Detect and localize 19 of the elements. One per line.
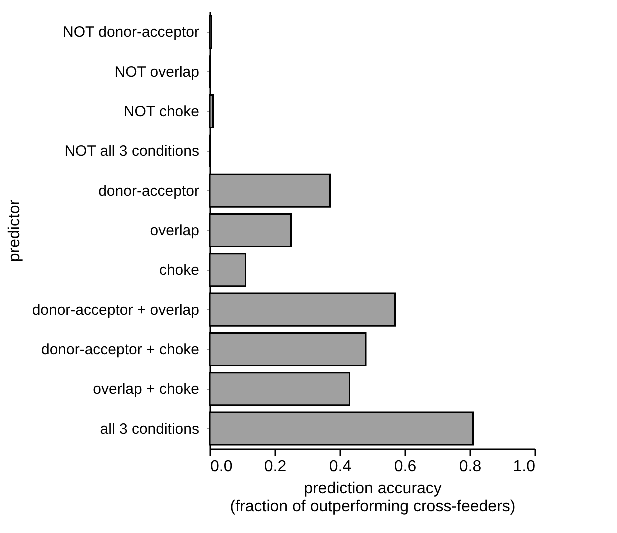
y-tick-label: overlap bbox=[150, 222, 200, 240]
y-tick-label: choke bbox=[159, 262, 200, 280]
y-tick-label: all 3 conditions bbox=[100, 420, 200, 438]
y-tick-label: NOT donor-acceptor bbox=[63, 24, 200, 42]
y-tick-label: donor-acceptor bbox=[98, 182, 200, 200]
x-tick-label: 1.0 bbox=[513, 458, 536, 476]
y-axis-title: predictor bbox=[6, 199, 24, 262]
y-tick-label: overlap + choke bbox=[93, 381, 200, 398]
x-tick-label: 0.2 bbox=[264, 458, 287, 476]
x-tick-label: 0.6 bbox=[394, 458, 417, 476]
x-tick-label: 0.4 bbox=[329, 458, 352, 476]
y-tick-label: donor-acceptor + overlap bbox=[32, 302, 200, 319]
x-tick-label: 0.0 bbox=[210, 458, 233, 476]
y-tick-label: donor-acceptor + choke bbox=[41, 341, 200, 358]
x-axis-title: prediction accuracy (fraction of outperforming cross-feeders) bbox=[230, 480, 516, 516]
y-tick-label: NOT choke bbox=[124, 104, 200, 121]
x-tick-label: 0.8 bbox=[459, 458, 482, 476]
y-tick-label: NOT overlap bbox=[114, 64, 200, 81]
y-tick-label: NOT all 3 conditions bbox=[64, 143, 200, 160]
